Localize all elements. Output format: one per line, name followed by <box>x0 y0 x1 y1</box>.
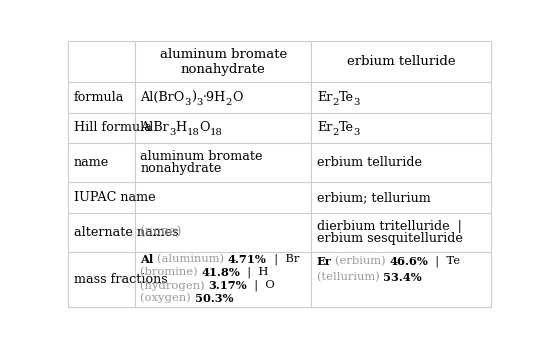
Text: Te: Te <box>338 121 354 134</box>
Text: 3: 3 <box>196 98 203 107</box>
Text: (tellurium): (tellurium) <box>317 272 383 282</box>
Text: (erbium): (erbium) <box>335 256 390 266</box>
Text: |  O: | O <box>247 279 275 291</box>
Text: (bromine): (bromine) <box>141 267 202 277</box>
Text: Er: Er <box>317 121 332 134</box>
Text: 41.8%: 41.8% <box>202 267 240 278</box>
Text: aluminum bromate: aluminum bromate <box>141 150 263 163</box>
Text: 3: 3 <box>185 98 191 107</box>
Text: (oxygen): (oxygen) <box>141 293 195 303</box>
Text: erbium sesquitelluride: erbium sesquitelluride <box>317 231 463 245</box>
Text: (aluminum): (aluminum) <box>157 254 228 265</box>
Text: 2: 2 <box>226 98 232 107</box>
Text: H: H <box>175 121 186 134</box>
Text: 3: 3 <box>354 98 360 107</box>
Text: Hill formula: Hill formula <box>74 121 152 134</box>
Text: 50.3%: 50.3% <box>195 293 233 304</box>
Text: |  Br: | Br <box>267 254 299 265</box>
Text: ·9H: ·9H <box>203 91 226 104</box>
Text: dierbium tritelluride  |: dierbium tritelluride | <box>317 220 462 233</box>
Text: 18: 18 <box>186 128 199 137</box>
Text: erbium; tellurium: erbium; tellurium <box>317 191 431 204</box>
Text: nonahydrate: nonahydrate <box>141 162 222 175</box>
Text: formula: formula <box>74 91 124 104</box>
Text: AlBr: AlBr <box>141 121 169 134</box>
Text: (none): (none) <box>141 226 182 239</box>
Text: 18: 18 <box>210 128 223 137</box>
Text: mass fractions: mass fractions <box>74 273 167 286</box>
Text: 2: 2 <box>332 128 338 137</box>
Text: Te: Te <box>338 91 354 104</box>
Text: erbium telluride: erbium telluride <box>347 55 455 68</box>
Text: alternate names: alternate names <box>74 226 178 239</box>
Text: |  Te: | Te <box>428 256 461 267</box>
Text: 3: 3 <box>354 128 360 137</box>
Text: 2: 2 <box>332 98 338 107</box>
Text: (hydrogen): (hydrogen) <box>141 280 209 290</box>
Text: 53.4%: 53.4% <box>383 272 422 283</box>
Text: O: O <box>232 91 243 104</box>
Text: 4.71%: 4.71% <box>228 254 267 265</box>
Text: |  H: | H <box>240 267 269 278</box>
Text: ): ) <box>191 91 196 104</box>
Text: erbium telluride: erbium telluride <box>317 156 422 169</box>
Text: Al(BrO: Al(BrO <box>141 91 185 104</box>
Text: name: name <box>74 156 109 169</box>
Text: 3.17%: 3.17% <box>209 280 247 291</box>
Text: aluminum bromate
nonahydrate: aluminum bromate nonahydrate <box>160 48 287 76</box>
Text: Al: Al <box>141 254 154 265</box>
Text: Er: Er <box>317 256 332 267</box>
Text: 46.6%: 46.6% <box>390 256 428 267</box>
Text: O: O <box>199 121 210 134</box>
Text: IUPAC name: IUPAC name <box>74 191 155 204</box>
Text: Er: Er <box>317 91 332 104</box>
Text: 3: 3 <box>169 128 175 137</box>
